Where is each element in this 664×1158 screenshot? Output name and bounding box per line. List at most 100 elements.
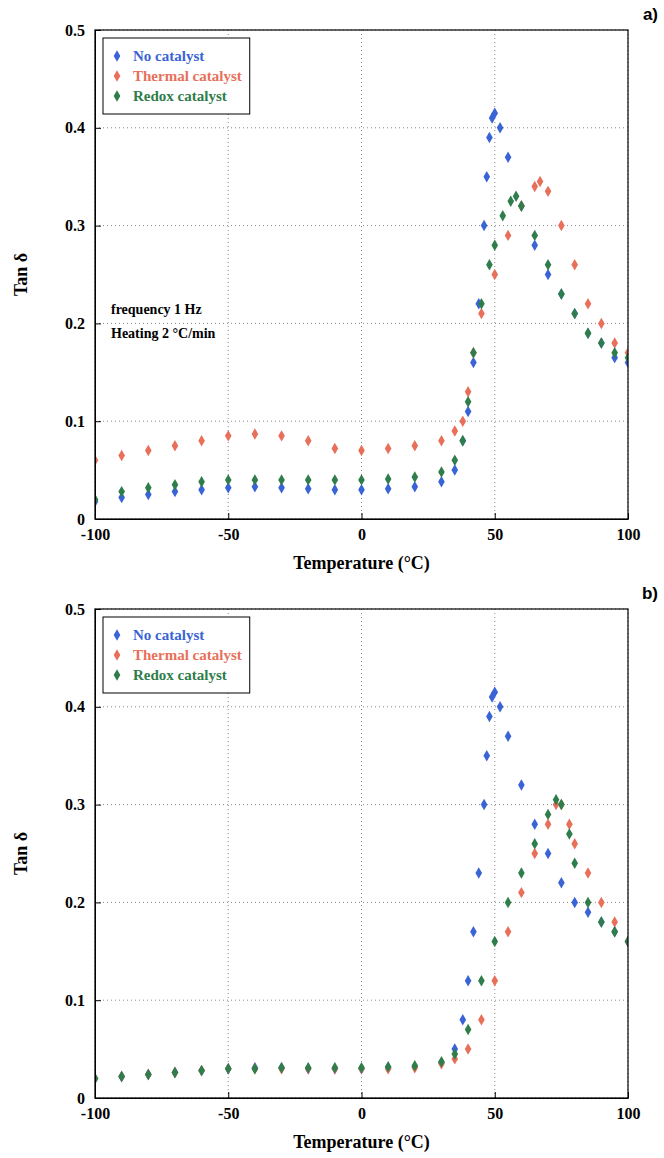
point (598, 337, 605, 348)
point (491, 975, 498, 986)
annotation: frequency 1 Hz (111, 302, 202, 317)
legend-marker (114, 50, 121, 61)
point (438, 1056, 445, 1067)
point (611, 347, 618, 358)
legend-label: No catalyst (133, 627, 204, 643)
series (95, 176, 628, 466)
point (505, 926, 512, 937)
point (545, 259, 552, 270)
tick-mark (95, 805, 101, 806)
tick: 0.5 (65, 22, 101, 39)
x-axis: -100-50050100 (81, 1092, 641, 1122)
point (598, 916, 605, 927)
legend-box (103, 38, 250, 114)
point (585, 897, 592, 908)
point (332, 474, 339, 485)
grid-line (95, 902, 628, 903)
point (459, 435, 466, 446)
tick: 100 (617, 513, 641, 543)
tick-label: 0.2 (65, 894, 85, 911)
point (172, 440, 179, 451)
series (95, 794, 628, 1084)
point (505, 151, 512, 162)
series (95, 107, 628, 507)
point (531, 838, 538, 849)
point (491, 686, 498, 697)
point (499, 210, 506, 221)
point (252, 1063, 259, 1074)
tick-mark (95, 1000, 101, 1001)
point (465, 1043, 472, 1054)
point (611, 916, 618, 927)
tick-mark (95, 902, 101, 903)
point (145, 1069, 152, 1080)
point (465, 406, 472, 417)
tick-mark (95, 30, 101, 31)
grid-line (95, 421, 628, 422)
tick-mark (495, 1092, 496, 1098)
legend-label: Thermal catalyst (133, 647, 242, 663)
tick: 0.5 (65, 601, 101, 618)
point (438, 435, 445, 446)
point (585, 327, 592, 338)
point (225, 1063, 232, 1074)
point (611, 926, 618, 937)
axis-line (96, 519, 629, 520)
point (459, 435, 466, 446)
y-axis-title: Tan δ (11, 832, 31, 875)
point (598, 916, 605, 927)
marks (95, 686, 628, 1084)
tick: 0.2 (65, 894, 101, 911)
point (385, 1062, 392, 1073)
tick-label: 100 (617, 1105, 641, 1122)
tick-mark (95, 226, 101, 227)
point (505, 897, 512, 908)
tick: 0.2 (65, 315, 101, 332)
point (278, 430, 285, 441)
tick-label: -100 (81, 1105, 110, 1122)
tick-label: 0.4 (65, 698, 85, 715)
point (198, 476, 205, 487)
point (358, 445, 365, 456)
y-axis: 00.10.20.30.40.5 (65, 22, 101, 528)
tick-label: 0.3 (65, 796, 85, 813)
point (566, 828, 573, 839)
point (545, 818, 552, 829)
point (571, 308, 578, 319)
point (118, 1071, 125, 1082)
tick-mark (628, 513, 629, 519)
point (278, 1062, 285, 1073)
point (465, 1024, 472, 1035)
tick: 0.4 (65, 698, 101, 715)
axis-line (96, 1098, 629, 1099)
point (566, 818, 573, 829)
tick: 0 (358, 1092, 366, 1122)
point (411, 440, 418, 451)
chart-svg: -100-5005010000.10.20.30.40.5Temperature… (0, 0, 664, 1158)
point (198, 435, 205, 446)
panel: -100-5005010000.10.20.30.40.5Temperature… (11, 584, 658, 1153)
tick-mark (362, 1092, 363, 1098)
axis-line (95, 610, 96, 1099)
grid-line (95, 323, 628, 324)
point (172, 479, 179, 490)
grid-line (494, 609, 495, 1098)
point (483, 750, 490, 761)
point (198, 1065, 205, 1076)
tick-mark (95, 1098, 101, 1099)
tick-mark (95, 128, 101, 129)
tick-mark (95, 323, 101, 324)
point (411, 471, 418, 482)
legend-marker (114, 649, 121, 660)
tick: -50 (218, 513, 239, 543)
tick: 0 (77, 1090, 101, 1107)
point (491, 269, 498, 280)
grid-line (95, 706, 628, 707)
point (470, 347, 477, 358)
point (598, 337, 605, 348)
point (465, 975, 472, 986)
tick-label: -50 (218, 526, 239, 543)
tick: 50 (487, 513, 503, 543)
legend: No catalystThermal catalystRedox catalys… (103, 38, 250, 114)
point (385, 473, 392, 484)
